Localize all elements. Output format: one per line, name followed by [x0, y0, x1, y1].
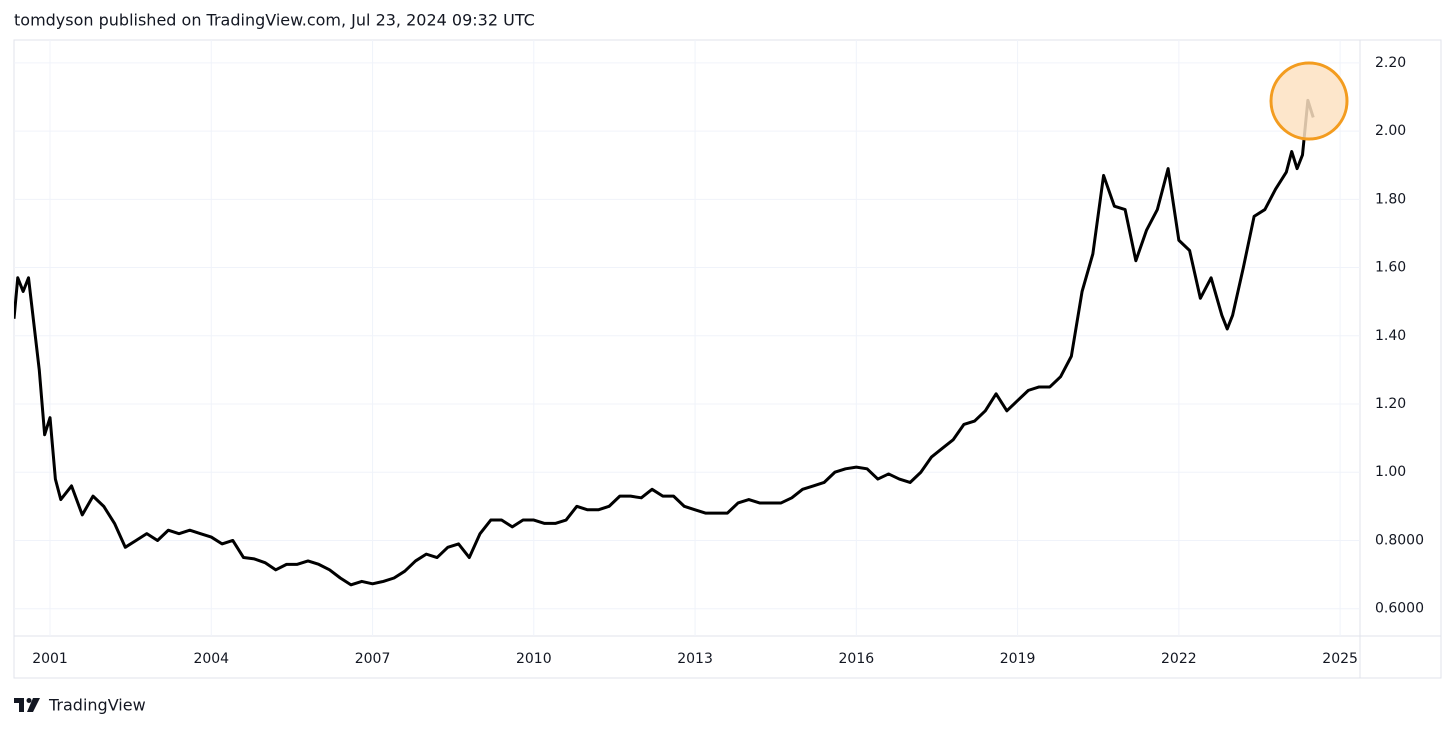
x-tick-label: 2001 [32, 651, 68, 667]
price-line [14, 98, 1315, 587]
x-tick-label: 2022 [1161, 651, 1197, 667]
y-tick-label: 1.60 [1375, 260, 1406, 276]
x-tick-label: 2010 [516, 651, 552, 667]
y-tick-label: 0.8000 [1375, 532, 1424, 548]
y-tick-label: 1.20 [1375, 396, 1406, 412]
footer: TradingView [48, 696, 146, 715]
x-tick-label: 2013 [677, 651, 713, 667]
highlight-circle [1269, 61, 1349, 141]
y-tick-label: 1.40 [1375, 328, 1406, 344]
y-tick-label: 1.00 [1375, 464, 1406, 480]
x-tick-label: 2007 [355, 651, 391, 667]
y-tick-label: 2.00 [1375, 123, 1406, 139]
x-tick-label: 2025 [1322, 651, 1358, 667]
y-tick-label: 0.6000 [1375, 601, 1424, 617]
frame [13, 39, 1442, 679]
y-tick-label: 2.20 [1375, 55, 1406, 71]
x-tick-label: 2016 [839, 651, 875, 667]
header: tomdyson published on TradingView.com, J… [14, 11, 535, 30]
x-tick-label: 2004 [193, 651, 229, 667]
logo [14, 698, 40, 712]
x-tick-label: 2019 [1000, 651, 1036, 667]
y-tick-label: 1.80 [1375, 191, 1406, 207]
